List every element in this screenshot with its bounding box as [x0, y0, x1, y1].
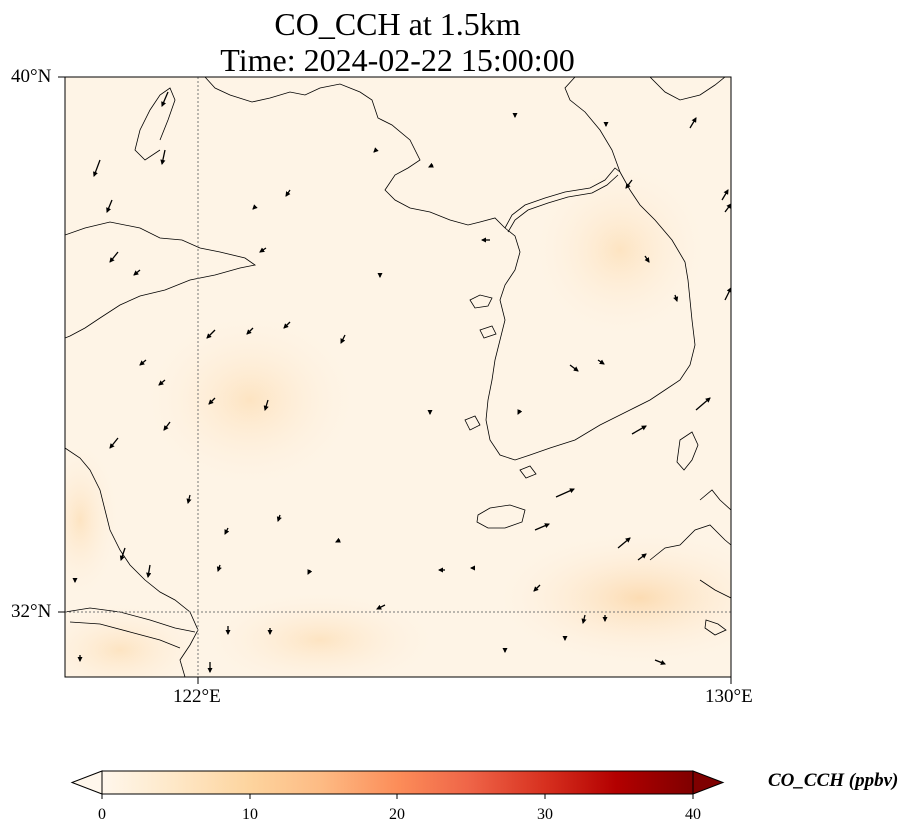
- wind-arrow: [724, 287, 731, 301]
- wind-arrow: [106, 199, 113, 213]
- wind-arrow: [555, 488, 575, 498]
- gridlines: [65, 77, 731, 677]
- colorbar-tick-label: 40: [685, 806, 701, 823]
- colorbar-body: [102, 771, 693, 794]
- lon-label-130e: 130°E: [705, 686, 753, 707]
- wind-arrow: [517, 409, 523, 415]
- wind-arrow: [637, 553, 647, 561]
- wind-arrow: [631, 425, 647, 435]
- plot-time: Time: 2024-02-22 15:00:00: [220, 42, 575, 78]
- wind-arrow: [689, 117, 697, 129]
- wind-arrow: [617, 537, 631, 549]
- wind-arrow: [158, 379, 166, 386]
- colorbar-label: CO_CCH (ppbv): [768, 770, 899, 791]
- wind-arrow: [259, 247, 267, 253]
- wind-arrow: [373, 147, 379, 153]
- colorbar-tick-label: 0: [98, 806, 106, 823]
- wind-arrow: [307, 569, 313, 575]
- colorbar: [70, 770, 725, 799]
- wind-arrow: [285, 189, 291, 197]
- wind-arrow: [206, 329, 216, 339]
- plot-title: CO_CCH at 1.5km: [274, 6, 521, 42]
- wind-arrow: [252, 204, 258, 210]
- wind-arrow: [263, 399, 269, 411]
- wind-arrow: [224, 527, 230, 535]
- colorbar-extend-min: [70, 770, 103, 795]
- wind-arrow: [133, 269, 141, 276]
- wind-arrow: [340, 334, 346, 344]
- wind-arrow: [246, 327, 254, 335]
- wind-arrow: [109, 251, 119, 263]
- colorbar-tick-label: 10: [242, 806, 258, 823]
- wind-arrow: [283, 321, 291, 329]
- wind-arrow: [376, 604, 386, 610]
- colorbar-extend-max: [692, 770, 725, 795]
- wind-arrow: [186, 494, 192, 505]
- wind-arrow: [208, 397, 216, 405]
- wind-arrow: [654, 659, 666, 665]
- lat-label-40n: 40°N: [11, 66, 52, 87]
- wind-arrow: [597, 359, 605, 365]
- wind-arrow: [533, 584, 541, 592]
- wind-arrow: [216, 564, 222, 572]
- colorbar-tick-label: 20: [389, 806, 405, 823]
- wind-arrow: [161, 91, 169, 107]
- wind-arrow: [93, 159, 101, 177]
- wind-arrow: [644, 255, 650, 263]
- wind-arrow: [428, 162, 434, 168]
- wind-arrow: [581, 614, 587, 625]
- wind-arrow: [109, 437, 119, 449]
- colorbar-tick-label: 30: [537, 806, 553, 823]
- wind-arrow: [625, 179, 633, 189]
- wind-arrow: [276, 514, 282, 522]
- map-frame: [64, 76, 732, 678]
- wind-arrow: [139, 359, 147, 366]
- lon-label-122e: 122°E: [173, 686, 221, 707]
- wind-arrow: [569, 364, 579, 372]
- wind-arrow: [724, 203, 731, 213]
- lat-label-32n: 32°N: [11, 601, 52, 622]
- wind-vectors: [72, 91, 731, 674]
- coastlines: [65, 77, 731, 677]
- wind-arrow: [146, 564, 152, 579]
- wind-arrow: [335, 537, 341, 543]
- wind-arrow: [163, 421, 171, 431]
- wind-arrow: [721, 189, 729, 201]
- axis-ticks: [58, 76, 732, 684]
- wind-arrow: [695, 397, 711, 411]
- wind-arrow: [160, 149, 166, 166]
- wind-arrow: [119, 547, 126, 561]
- concentration-field: [65, 77, 731, 677]
- wind-arrow: [534, 523, 550, 531]
- wind-arrow: [673, 294, 679, 302]
